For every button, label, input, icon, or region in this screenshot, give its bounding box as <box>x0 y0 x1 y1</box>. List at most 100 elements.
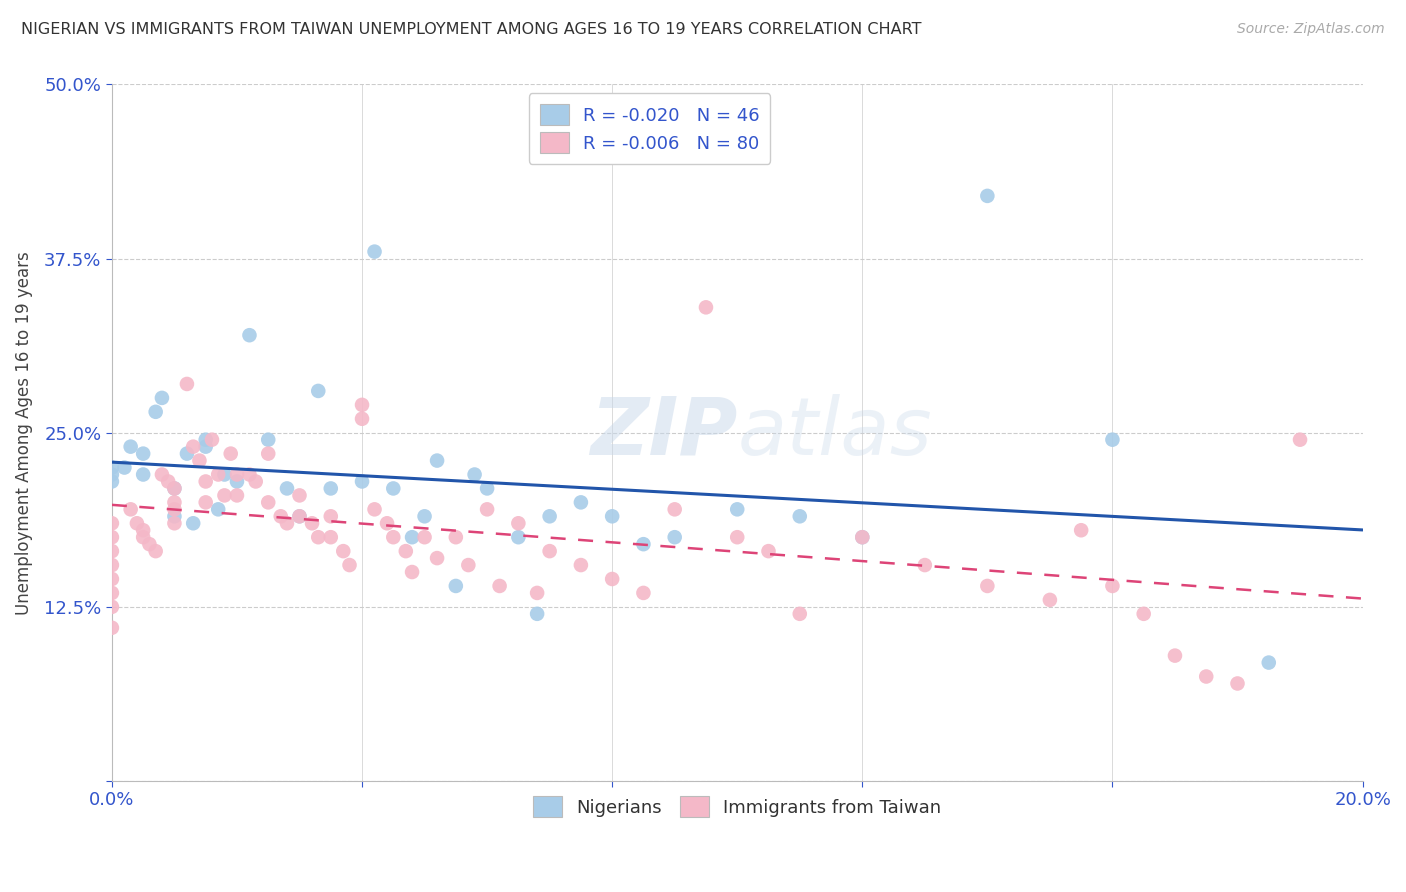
Point <box>363 244 385 259</box>
Point <box>725 530 748 544</box>
Point <box>382 482 405 496</box>
Point <box>150 467 173 482</box>
Point <box>488 579 510 593</box>
Point <box>695 301 717 315</box>
Point <box>1101 433 1123 447</box>
Point <box>101 475 124 489</box>
Point <box>125 516 148 531</box>
Point <box>219 447 242 461</box>
Point <box>307 384 329 398</box>
Point <box>163 509 186 524</box>
Point <box>1070 523 1092 537</box>
Point <box>101 530 124 544</box>
Point <box>319 530 342 544</box>
Point <box>339 558 361 572</box>
Point <box>288 509 311 524</box>
Point <box>132 467 155 482</box>
Point <box>181 516 204 531</box>
Point <box>257 447 280 461</box>
Point <box>207 467 229 482</box>
Point <box>194 433 217 447</box>
Point <box>413 509 436 524</box>
Point <box>1226 676 1249 690</box>
Point <box>270 509 292 524</box>
Point <box>1195 669 1218 683</box>
Point <box>176 376 198 391</box>
Point <box>426 551 449 566</box>
Point <box>120 440 142 454</box>
Point <box>307 530 329 544</box>
Point <box>101 516 124 531</box>
Point <box>201 433 224 447</box>
Point <box>226 467 249 482</box>
Point <box>163 495 186 509</box>
Point <box>101 558 124 572</box>
Point <box>101 460 124 475</box>
Point <box>633 537 655 551</box>
Point <box>725 502 748 516</box>
Point <box>257 495 280 509</box>
Point <box>1289 433 1312 447</box>
Point <box>101 586 124 600</box>
Point <box>288 488 311 502</box>
Point <box>508 516 530 531</box>
Point <box>526 607 548 621</box>
Point <box>569 558 592 572</box>
Point <box>301 516 323 531</box>
Point <box>382 530 405 544</box>
Point <box>101 544 124 558</box>
Point <box>401 530 423 544</box>
Point <box>245 475 267 489</box>
Point <box>789 607 811 621</box>
Point <box>150 391 173 405</box>
Point <box>163 482 186 496</box>
Point <box>238 328 260 343</box>
Point <box>238 467 260 482</box>
Point <box>176 447 198 461</box>
Point <box>600 509 623 524</box>
Point <box>214 488 236 502</box>
Point <box>332 544 354 558</box>
Point <box>145 544 167 558</box>
Point <box>194 495 217 509</box>
Point <box>1101 579 1123 593</box>
Point <box>1164 648 1187 663</box>
Point <box>350 398 373 412</box>
Point <box>101 467 124 482</box>
Point <box>276 482 298 496</box>
Point <box>475 502 498 516</box>
Point <box>194 475 217 489</box>
Point <box>226 475 249 489</box>
Point <box>1039 593 1062 607</box>
Point <box>101 621 124 635</box>
Point <box>1257 656 1279 670</box>
Point <box>163 502 186 516</box>
Point <box>600 572 623 586</box>
Point <box>457 558 479 572</box>
Point <box>319 509 342 524</box>
Point <box>163 482 186 496</box>
Point <box>188 453 211 467</box>
Text: ZIP: ZIP <box>591 393 737 472</box>
Point <box>758 544 780 558</box>
Point <box>101 572 124 586</box>
Legend: Nigerians, Immigrants from Taiwan: Nigerians, Immigrants from Taiwan <box>526 789 949 824</box>
Point <box>276 516 298 531</box>
Point <box>207 502 229 516</box>
Point <box>181 440 204 454</box>
Point <box>444 579 467 593</box>
Point <box>426 453 449 467</box>
Point <box>976 579 998 593</box>
Point <box>319 482 342 496</box>
Point <box>157 475 180 489</box>
Point <box>132 447 155 461</box>
Point <box>363 502 385 516</box>
Text: Source: ZipAtlas.com: Source: ZipAtlas.com <box>1237 22 1385 37</box>
Point <box>395 544 418 558</box>
Point <box>526 586 548 600</box>
Point <box>120 502 142 516</box>
Text: atlas: atlas <box>737 393 932 472</box>
Point <box>375 516 398 531</box>
Point <box>214 467 236 482</box>
Point <box>569 495 592 509</box>
